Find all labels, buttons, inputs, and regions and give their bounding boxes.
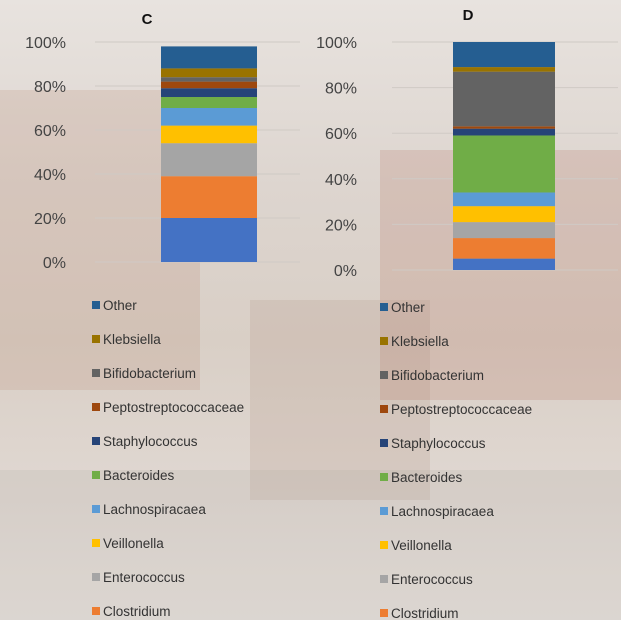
legend-label: Other <box>391 300 425 315</box>
legend-swatch <box>92 607 100 615</box>
bar-segment-bifidobacterium <box>161 77 257 82</box>
bar-segment-klebsiella <box>161 68 257 78</box>
legend-swatch <box>92 437 100 445</box>
bar-segment-clostridium <box>161 176 257 218</box>
y-tick-label: 100% <box>25 35 66 52</box>
legend-swatch <box>92 471 100 479</box>
legend-swatch <box>92 403 100 411</box>
legend-label: Klebsiella <box>391 334 449 349</box>
legend-swatch <box>380 303 388 311</box>
legend-label: Veillonella <box>103 536 164 551</box>
legend-swatch <box>380 337 388 345</box>
bar-segment-bacteroides <box>161 97 257 108</box>
bar-segment-bacteroides <box>453 135 555 193</box>
legend-label: Staphylococcus <box>391 436 486 451</box>
legend-label: Bacteroides <box>391 470 463 485</box>
legend-label: Bifidobacterium <box>391 368 484 383</box>
y-tick-label: 100% <box>316 35 357 52</box>
bar-segment-veillonella <box>453 206 555 223</box>
y-tick-label: 0% <box>43 255 66 272</box>
legend-swatch <box>92 505 100 513</box>
legend-label: Bifidobacterium <box>103 366 196 381</box>
bar-segment-other <box>453 42 555 68</box>
legend-swatch <box>92 301 100 309</box>
legend-swatch <box>380 439 388 447</box>
legend-label: Lachnospiracaea <box>391 504 494 519</box>
bar-segment-klebsiella <box>453 67 555 72</box>
legend-label: Peptostreptococcaceae <box>103 400 244 415</box>
y-tick-label: 80% <box>34 79 66 96</box>
background-building <box>250 300 430 500</box>
legend-label: Clostridium <box>103 604 171 619</box>
legend-label: Clostridium <box>391 606 459 620</box>
y-tick-label: 20% <box>325 217 357 234</box>
legend-swatch <box>380 405 388 413</box>
bar-segment-peptostreptococcaceae <box>161 81 257 89</box>
legend-swatch <box>380 507 388 515</box>
legend-label: Bacteroides <box>103 468 175 483</box>
legend-label: Staphylococcus <box>103 434 198 449</box>
panel-title-d: D <box>463 7 474 24</box>
y-tick-label: 20% <box>34 211 66 228</box>
panel-title-c: C <box>142 11 153 28</box>
bar-segment-other <box>161 46 257 69</box>
bar-segment-bifidobacterium <box>453 71 555 127</box>
bar-segment-base <box>161 218 257 262</box>
legend-swatch <box>92 369 100 377</box>
legend-label: Peptostreptococcaceae <box>391 402 532 417</box>
bar-segment-staphylococcus <box>161 88 257 97</box>
y-tick-label: 80% <box>325 81 357 98</box>
bar-segment-clostridium <box>453 238 555 259</box>
bar-segment-base <box>453 258 555 270</box>
bar-segment-peptostreptococcaceae <box>453 126 555 129</box>
legend-label: Klebsiella <box>103 332 161 347</box>
legend-label: Enterococcus <box>391 572 473 587</box>
y-tick-label: 40% <box>34 167 66 184</box>
legend-swatch <box>92 539 100 547</box>
bar-segment-lachnospiracaea <box>453 192 555 207</box>
background-street <box>0 470 621 620</box>
legend-swatch <box>380 609 388 617</box>
legend-swatch <box>380 541 388 549</box>
legend-label: Other <box>103 298 137 313</box>
bar-segment-veillonella <box>161 125 257 144</box>
legend-swatch <box>380 473 388 481</box>
bar-segment-enterococcus <box>453 222 555 239</box>
bar-segment-lachnospiracaea <box>161 108 257 126</box>
legend-swatch <box>92 573 100 581</box>
bar-segment-enterococcus <box>161 143 257 177</box>
legend-swatch <box>92 335 100 343</box>
legend-swatch <box>380 371 388 379</box>
legend-swatch <box>380 575 388 583</box>
y-tick-label: 40% <box>325 172 357 189</box>
legend-label: Veillonella <box>391 538 452 553</box>
legend-label: Enterococcus <box>103 570 185 585</box>
y-tick-label: 0% <box>334 263 357 280</box>
bar-segment-staphylococcus <box>453 128 555 136</box>
y-tick-label: 60% <box>325 126 357 143</box>
y-tick-label: 60% <box>34 123 66 140</box>
legend-label: Lachnospiracaea <box>103 502 206 517</box>
